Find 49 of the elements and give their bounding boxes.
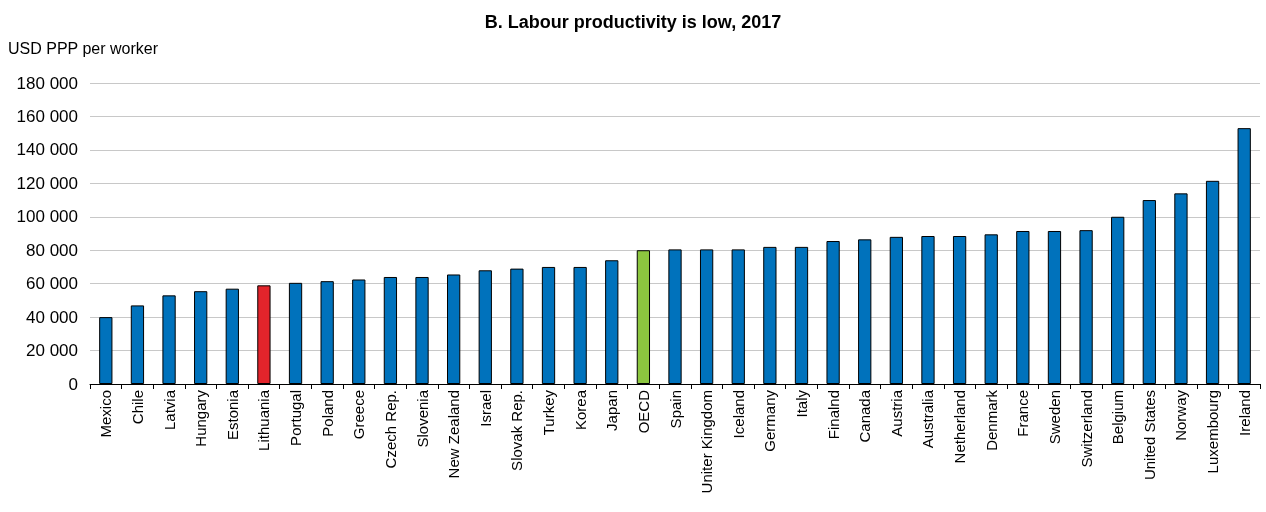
x-tick-label: Austria [887, 389, 905, 437]
x-tick-label: Australia [919, 389, 937, 449]
x-tick-label: France [1014, 390, 1032, 437]
x-tick-label: Italy [792, 389, 810, 418]
y-tick-label: 20 000 [26, 341, 78, 361]
x-tick-label: Greece [350, 390, 368, 440]
x-tick-label: Belgium [1109, 390, 1127, 445]
x-tick-label: OECD [634, 389, 652, 434]
x-tick-label: Uniter Kingdom [698, 390, 716, 494]
x-tick-label: Netherland [951, 390, 969, 464]
x-tick-label: Portugal [287, 390, 305, 446]
x-tick-label: Turkey [540, 389, 558, 436]
y-tick-label: 180 000 [16, 73, 78, 93]
x-tick-label: Spain [666, 390, 684, 429]
x-tick-label: Latvia [160, 389, 178, 431]
x-tick-label: Sweden [1045, 390, 1063, 445]
x-tick-label: Canada [856, 389, 874, 443]
x-tick-label: Chile [128, 390, 146, 425]
y-tick-label: 80 000 [26, 240, 78, 260]
y-tick-label: 140 000 [16, 140, 78, 160]
x-tick-label: Hungary [192, 389, 210, 447]
x-tick-label: Ireland [1235, 390, 1253, 436]
x-tick-label: Finalnd [824, 390, 842, 440]
x-tick-label: Denmark [982, 389, 1000, 451]
y-tick-label: 40 000 [26, 307, 78, 327]
y-tick-label: 100 000 [16, 207, 78, 227]
x-tick-label: Japan [603, 390, 621, 431]
y-axis-title: USD PPP per worker [8, 39, 159, 57]
x-tick-label: Lithuania [255, 389, 273, 451]
y-tick-label: 0 [68, 374, 78, 394]
x-tick-label: Switzerland [1077, 390, 1095, 468]
y-tick-label: 160 000 [16, 106, 78, 126]
x-tick-label: Mexico [97, 390, 115, 438]
x-tick-label: Norway [1172, 389, 1190, 441]
x-tick-label: Slovenia [413, 389, 431, 448]
x-tick-label: Luxembourg [1204, 390, 1222, 474]
x-tick-label: New Zealand [445, 390, 463, 479]
chart-title: B. Labour productivity is low, 2017 [484, 12, 782, 32]
y-tick-label: 60 000 [26, 274, 78, 294]
x-tick-label: Poland [318, 390, 336, 437]
x-tick-label: Iceland [729, 390, 747, 439]
x-tick-label: Estonia [223, 389, 241, 441]
x-tick-label: Israel [476, 390, 494, 427]
x-tick-label: Korea [571, 389, 589, 431]
x-tick-label: Slovak Rep. [508, 390, 526, 471]
x-tick-label: Czech Rep. [381, 390, 399, 469]
x-tick-label: Germany [761, 389, 779, 452]
y-tick-label: 120 000 [16, 173, 78, 193]
x-tick-label: United States [1140, 390, 1158, 481]
